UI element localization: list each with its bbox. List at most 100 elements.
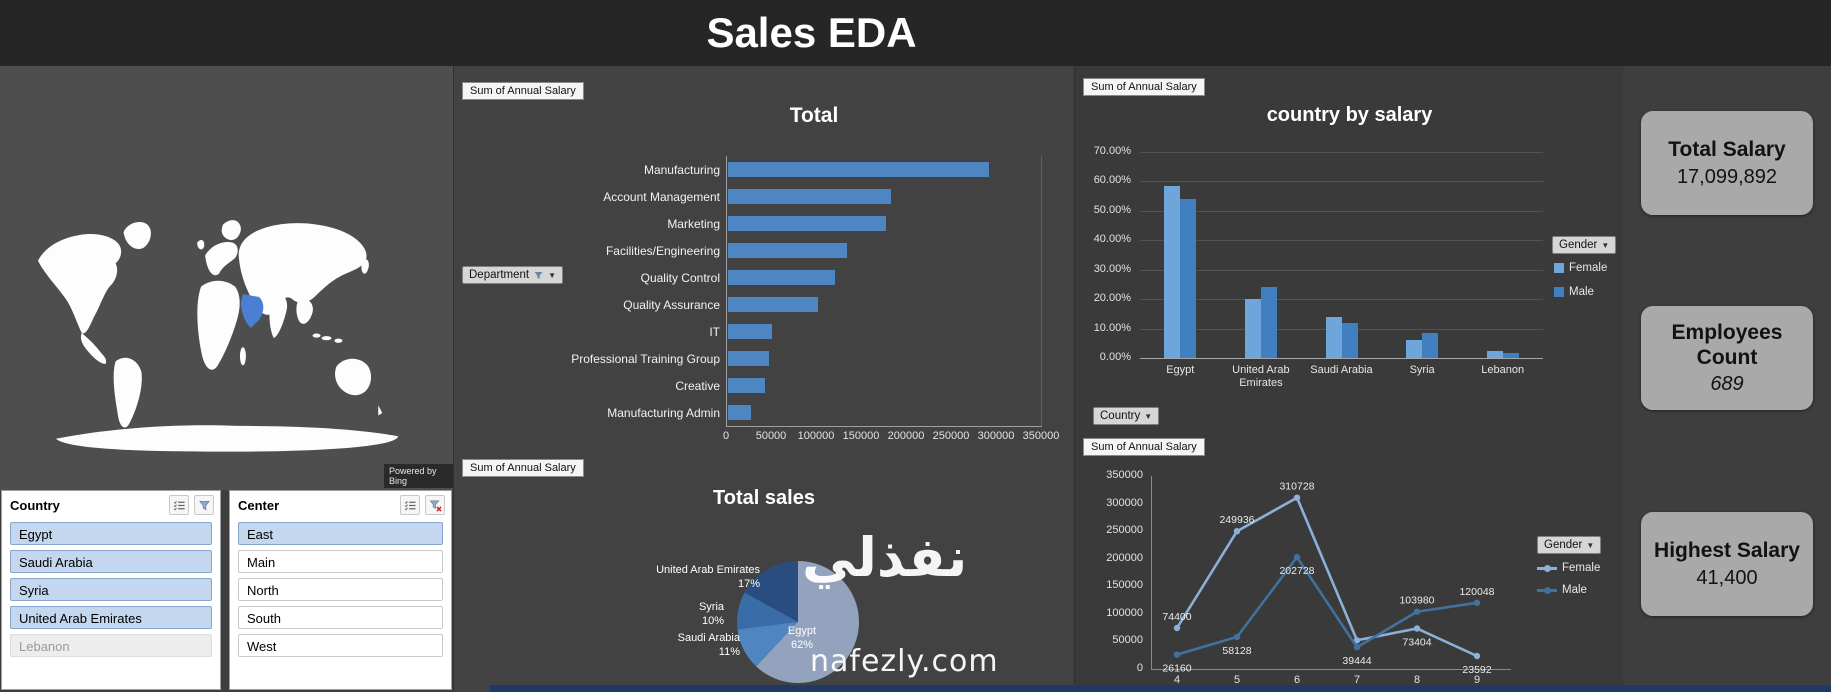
continent-south-america	[113, 357, 142, 428]
clear-filter-icon[interactable]	[194, 495, 214, 515]
legend-male: Male	[1537, 584, 1587, 596]
bar	[728, 270, 836, 285]
male-line-swatch	[1537, 586, 1557, 594]
country-slicer-items: Egypt Saudi Arabia Syria United Arab Emirat…	[2, 522, 220, 657]
chart-title-total: Total	[789, 104, 839, 127]
bar-row: Account Management	[454, 183, 1075, 210]
x-tick-label: 250000	[932, 430, 970, 442]
bar-track	[728, 162, 1075, 177]
y-tick-label: 30.00%	[1093, 262, 1131, 275]
column-bar-male	[1180, 199, 1197, 358]
category-label: Manufacturing Admin	[607, 405, 720, 420]
pie-label-saudi-arabia: Saudi Arabia 11%	[677, 632, 740, 659]
x-tick-label: 4	[1173, 674, 1181, 686]
slicer-title: Country	[10, 497, 60, 513]
continent-antarctica	[55, 425, 399, 452]
legend-male: Male	[1554, 286, 1594, 298]
gender-legend-button[interactable]: Gender ▼	[1552, 236, 1617, 254]
y-tick-label: 0	[1136, 662, 1143, 674]
column-bar-female	[1164, 185, 1181, 358]
bar	[728, 405, 752, 420]
y-tick-label: 50000	[1112, 634, 1143, 647]
region-madagascar	[239, 347, 246, 366]
pie-label-uae: United Arab Emirates 17%	[656, 564, 760, 591]
map-highlight-saudi-arabia	[240, 294, 264, 328]
legend-female: Female	[1554, 262, 1607, 274]
multiselect-icon[interactable]	[400, 495, 420, 515]
slicer-item-west[interactable]: West	[238, 634, 443, 657]
x-axis-line	[1151, 669, 1511, 670]
y-tick-label: 10.00%	[1093, 321, 1131, 334]
column-bar-female	[1486, 350, 1503, 358]
x-axis-line	[726, 426, 1042, 427]
slicer-item-saudi-arabia[interactable]: Saudi Arabia	[10, 550, 212, 573]
legend-female: Female	[1537, 562, 1600, 574]
slicer-item-egypt[interactable]: Egypt	[10, 522, 212, 545]
marker-male	[1233, 633, 1241, 641]
slicer-item-south[interactable]: South	[238, 606, 443, 629]
multiselect-icon[interactable]	[169, 495, 189, 515]
powered-by-bing-label: Powered by Bing	[384, 464, 453, 488]
country-chart-panel: Sum of Annual Salary country by salary 7…	[1074, 66, 1623, 692]
bar-track	[728, 324, 1075, 339]
bar-row: Creative	[454, 372, 1075, 399]
x-axis-line	[1140, 358, 1543, 359]
map-panel[interactable]: Powered by Bing	[0, 66, 453, 490]
dropdown-arrow-icon: ▼	[1586, 540, 1595, 550]
chart-title-total-sales: Total sales	[713, 487, 815, 509]
marker-male	[1293, 554, 1301, 561]
slicer-item-lebanon[interactable]: Lebanon	[10, 634, 212, 657]
x-tick-label: 5	[1233, 674, 1241, 686]
slicer-item-north[interactable]: North	[238, 578, 443, 601]
x-tick-label: 150000	[842, 430, 880, 442]
bar-track	[728, 216, 1075, 231]
bar	[728, 351, 769, 366]
gender-legend-button[interactable]: Gender ▼	[1537, 536, 1602, 554]
dropdown-arrow-icon: ▼	[548, 270, 557, 280]
dropdown-arrow-icon: ▼	[1601, 240, 1610, 250]
data-label: 74400	[1162, 611, 1191, 623]
kpi-employees-count: Employees Count 689	[1641, 306, 1813, 410]
y-tick-label: 250000	[1106, 524, 1143, 537]
country-axis-button[interactable]: Country ▼	[1093, 407, 1160, 425]
marker-female	[1473, 652, 1481, 660]
pie-label-egypt: Egypt 62%	[787, 625, 817, 652]
continent-north-america	[37, 233, 122, 334]
slicer-item-east[interactable]: East	[238, 522, 443, 545]
center-slicer: Center East Main North South West	[229, 490, 452, 690]
header-bar: Sales EDA	[0, 0, 1831, 66]
marker-male	[1173, 651, 1181, 658]
bar-row: Quality Control	[454, 264, 1075, 291]
x-tick-label: 8	[1413, 674, 1421, 686]
bar	[728, 216, 886, 231]
gridline	[1140, 210, 1543, 212]
slicer-item-syria[interactable]: Syria	[10, 578, 212, 601]
y-tick-label: 60.00%	[1093, 174, 1131, 187]
marker-female	[1413, 625, 1421, 632]
kpi-title: Total Salary	[1668, 138, 1786, 162]
kpi-value: 41,400	[1696, 566, 1758, 589]
bar-row: Quality Assurance	[454, 291, 1075, 318]
bar-row: Professional Training Group	[454, 345, 1075, 372]
slicer-item-united-arab-emirates[interactable]: United Arab Emirates	[10, 606, 212, 629]
clear-filter-icon[interactable]	[425, 495, 445, 515]
column-chart	[1140, 152, 1543, 359]
data-label: 249936	[1219, 514, 1254, 526]
bar-track	[728, 189, 1075, 204]
bar-track	[728, 270, 1075, 285]
legend-female-label: Female	[1562, 562, 1601, 574]
watermark-domain: nafezly.com	[810, 644, 999, 679]
data-label: 23592	[1462, 664, 1491, 676]
x-category-label: Syria	[1409, 364, 1435, 376]
category-label: Quality Control	[640, 270, 720, 285]
x-category-label: United Arab Emirates	[1232, 364, 1290, 390]
region-indonesia	[312, 333, 321, 338]
y-axis-line	[726, 156, 727, 426]
slicer-item-main[interactable]: Main	[238, 550, 443, 573]
x-tick-label: 9	[1473, 674, 1481, 686]
gender-legend-label: Gender	[1544, 539, 1583, 551]
data-label: 58128	[1222, 645, 1251, 657]
marker-male	[1473, 599, 1481, 606]
gridline	[1140, 240, 1543, 242]
department-filter-button[interactable]: Department ▼	[462, 266, 564, 284]
